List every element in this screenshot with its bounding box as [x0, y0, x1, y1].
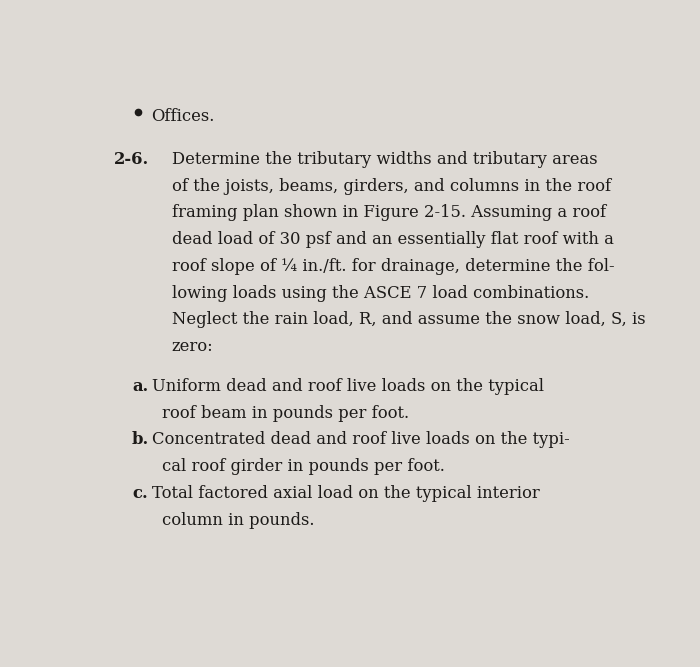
- Text: roof beam in pounds per foot.: roof beam in pounds per foot.: [162, 405, 410, 422]
- Text: Determine the tributary widths and tributary areas: Determine the tributary widths and tribu…: [172, 151, 597, 168]
- Text: 2-6.: 2-6.: [113, 151, 149, 168]
- Text: a.: a.: [132, 378, 148, 395]
- Text: zero:: zero:: [172, 338, 214, 355]
- Text: framing plan shown in Figure 2-15. Assuming a roof: framing plan shown in Figure 2-15. Assum…: [172, 204, 606, 221]
- Text: Total factored axial load on the typical interior: Total factored axial load on the typical…: [151, 485, 539, 502]
- Text: column in pounds.: column in pounds.: [162, 512, 315, 528]
- Text: Uniform dead and roof live loads on the typical: Uniform dead and roof live loads on the …: [151, 378, 543, 395]
- Text: Neglect the rain load, R, and assume the snow load, S, is: Neglect the rain load, R, and assume the…: [172, 311, 645, 328]
- Text: lowing loads using the ASCE 7 load combinations.: lowing loads using the ASCE 7 load combi…: [172, 285, 589, 301]
- Text: b.: b.: [132, 432, 149, 448]
- Text: of the joists, beams, girders, and columns in the roof: of the joists, beams, girders, and colum…: [172, 177, 610, 195]
- Text: dead load of 30 psf and an essentially flat roof with a: dead load of 30 psf and an essentially f…: [172, 231, 613, 248]
- Text: Concentrated dead and roof live loads on the typi-: Concentrated dead and roof live loads on…: [151, 432, 569, 448]
- Text: Offices.: Offices.: [151, 108, 215, 125]
- Text: cal roof girder in pounds per foot.: cal roof girder in pounds per foot.: [162, 458, 445, 475]
- Text: c.: c.: [132, 485, 148, 502]
- Text: roof slope of ¼ in./ft. for drainage, determine the fol-: roof slope of ¼ in./ft. for drainage, de…: [172, 258, 614, 275]
